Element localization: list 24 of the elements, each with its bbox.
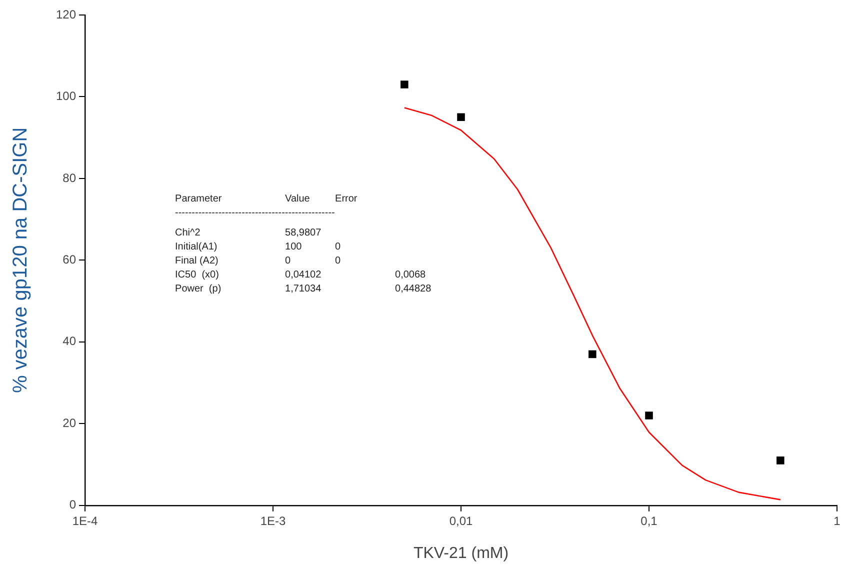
y-tick-label: 0 [69, 498, 76, 512]
x-tick-label: 1E-4 [72, 514, 98, 528]
text: Final (A2) 0 0 [175, 256, 341, 267]
x-tick-label: 1E-3 [260, 514, 286, 528]
x-tick-label: 1 [834, 514, 841, 528]
y-tick-label: 100 [56, 89, 76, 104]
y-tick-label: 120 [56, 7, 76, 22]
y-axis-title: % vezave gp120 na DC-SIGN [10, 127, 32, 394]
y-tick-label: 60 [62, 252, 76, 267]
y-tick-label: 20 [62, 416, 76, 430]
point [776, 456, 784, 464]
text: Power (p) 1,71034 0,44828 [175, 284, 432, 295]
x-axis-title: TKV-21 (mM) [413, 544, 509, 562]
text: Initial(A1) 100 0 [175, 242, 341, 253]
point [588, 350, 596, 358]
y-tick-label: 40 [62, 334, 76, 348]
point [400, 80, 408, 88]
text: Parameter Value Error [175, 194, 358, 205]
text: Chi^2 58,9807 [175, 228, 322, 239]
y-tick-label: 80 [62, 170, 76, 185]
text: IC50 (x0) 0,04102 0,0068 [175, 270, 426, 281]
x-tick-label: 0,01 [449, 514, 474, 528]
annotation: ------------------------------------------------ [175, 208, 335, 219]
x-tick-label: 0,1 [640, 514, 658, 528]
